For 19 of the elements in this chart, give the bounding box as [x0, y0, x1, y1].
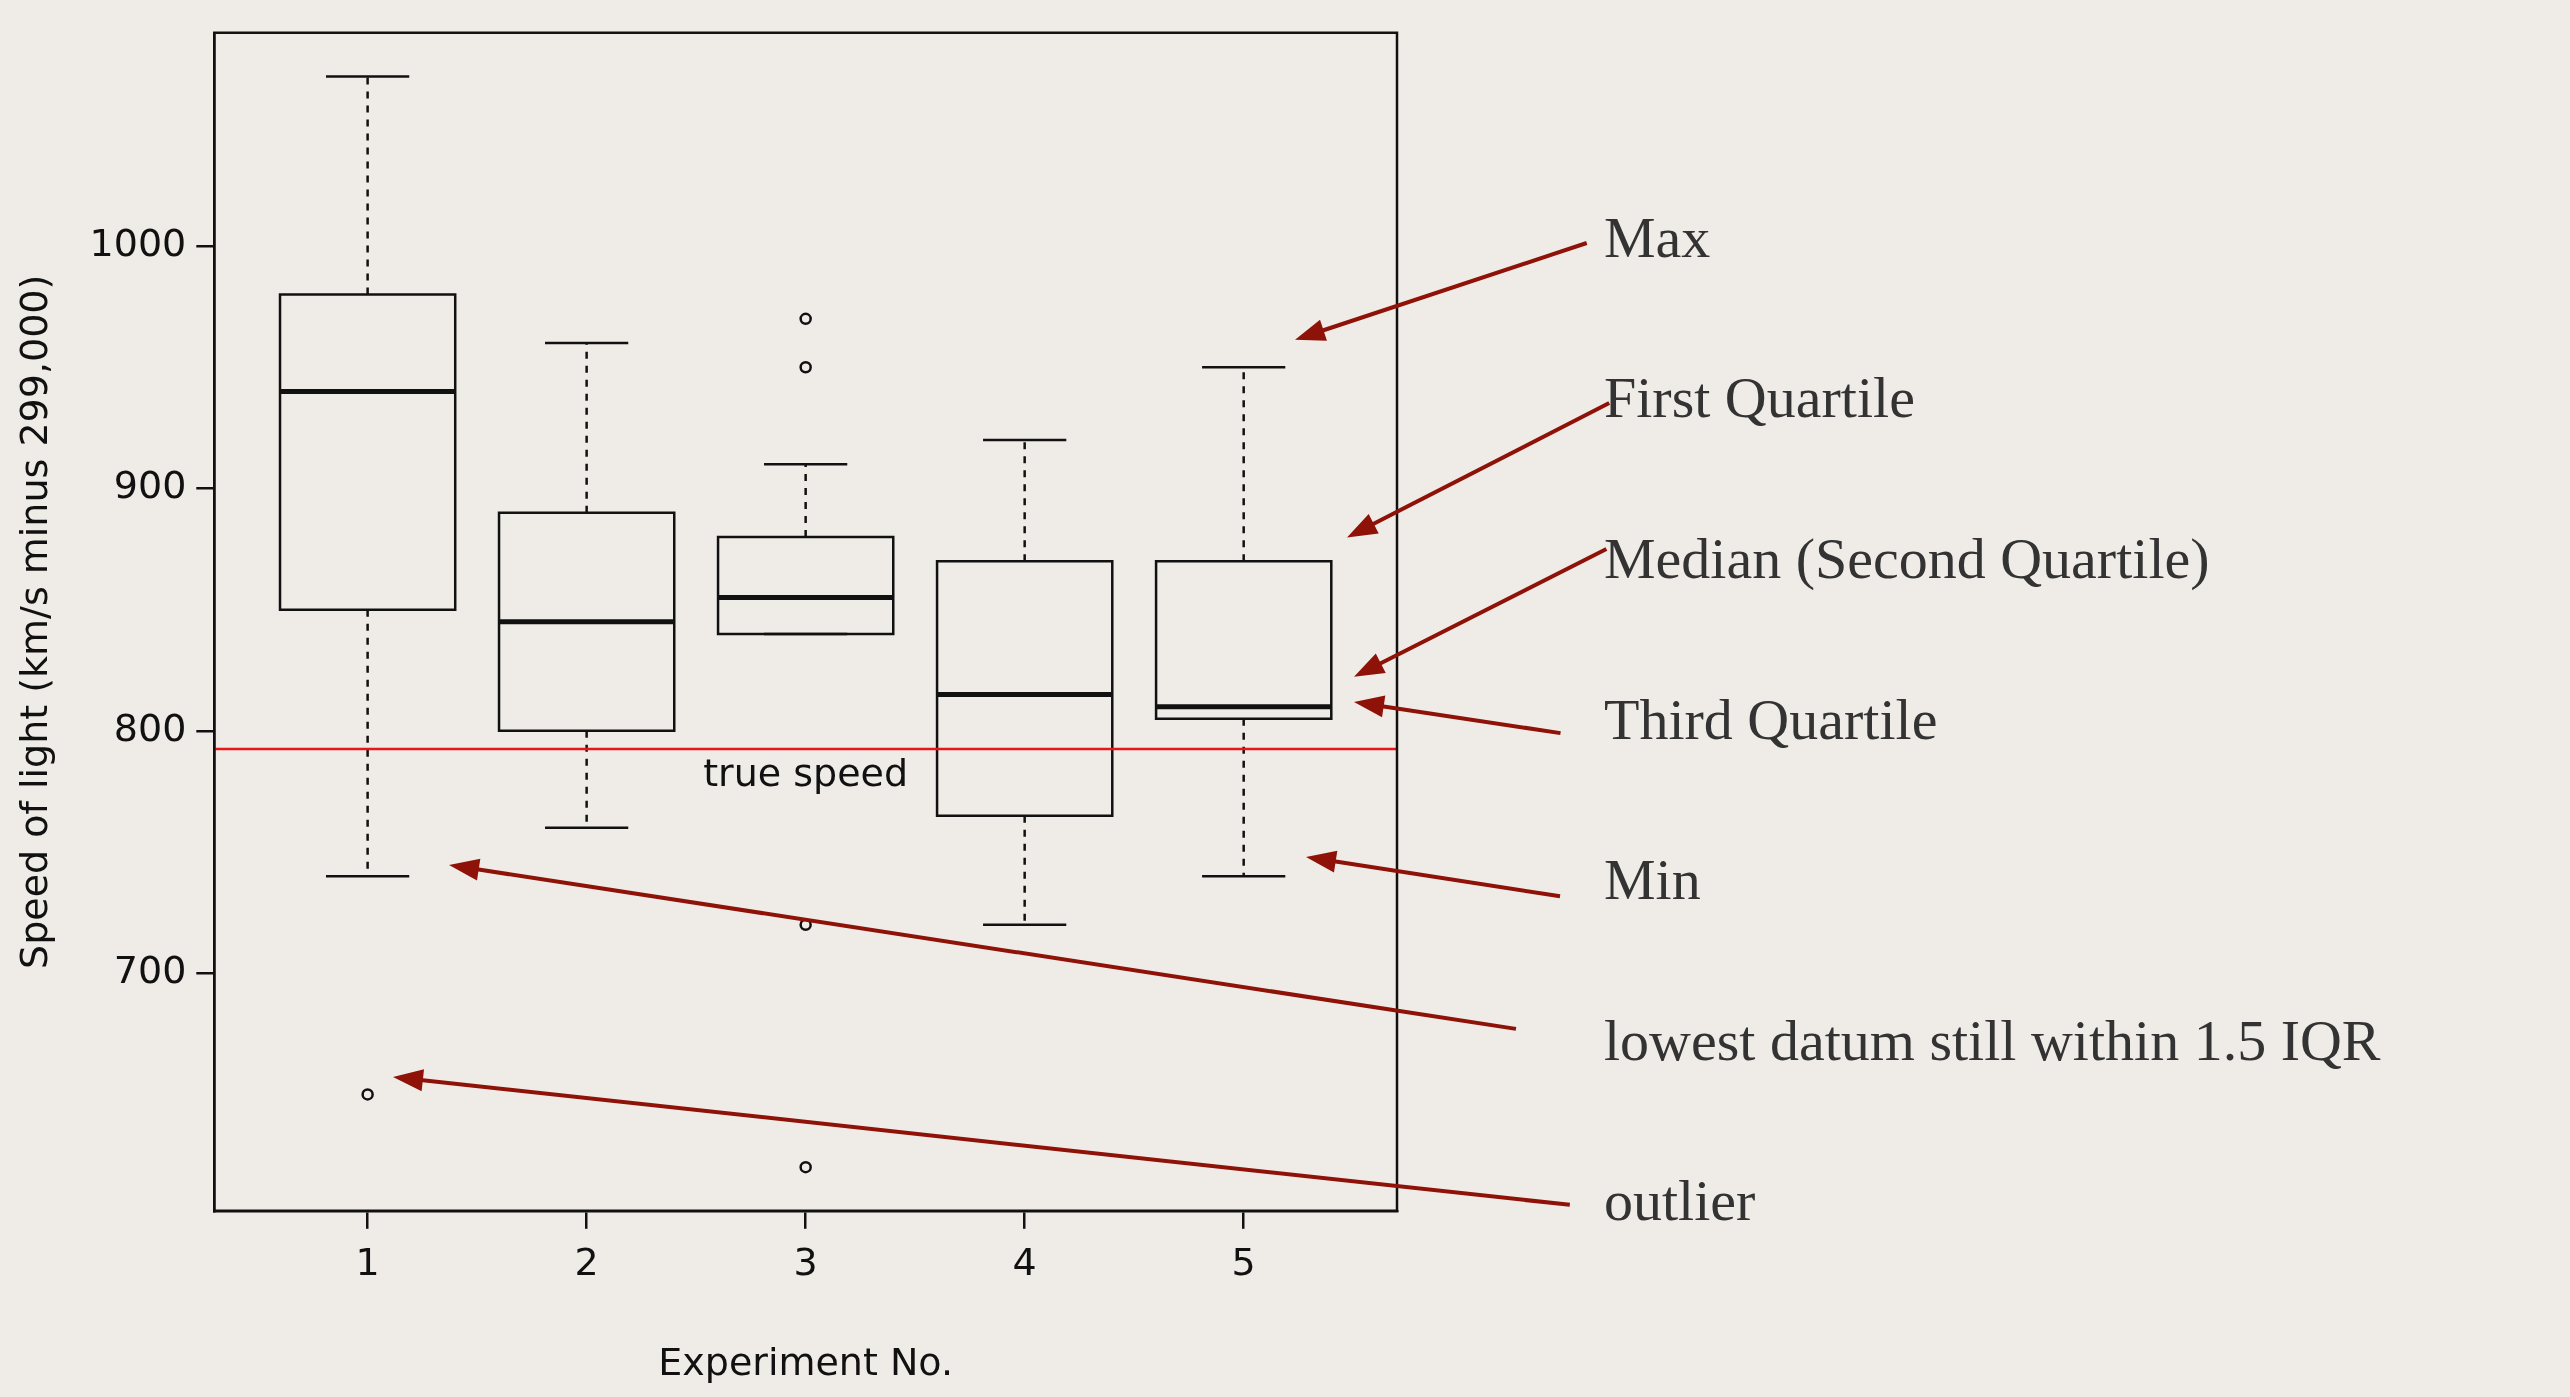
ref-line-label: true speed — [703, 750, 909, 795]
text: Max — [1604, 203, 1711, 272]
x-tick-label: 3 — [793, 1240, 818, 1285]
text: First Quartile — [1604, 364, 1915, 433]
y-tick-label: 1000 — [89, 220, 187, 265]
x-tick-label: 1 — [355, 1240, 380, 1285]
y-axis-title: Speed of light (km/s minus 299,000) — [11, 274, 56, 969]
text: Median (Second Quartile) — [1604, 524, 2210, 593]
text: Min — [1604, 846, 1701, 915]
x-axis-title: Experiment No. — [658, 1340, 954, 1385]
text: Third Quartile — [1604, 685, 1938, 754]
text: lowest datum still within 1.5 IQR — [1604, 1006, 2381, 1075]
y-tick-label: 700 — [113, 948, 187, 993]
x-tick-label: 2 — [574, 1240, 599, 1285]
x-tick-label: 5 — [1231, 1240, 1256, 1285]
x-tick-label: 4 — [1012, 1240, 1037, 1285]
y-tick-label: 900 — [113, 463, 187, 508]
y-tick-label: 800 — [113, 705, 187, 750]
text: outlier — [1604, 1167, 1756, 1236]
